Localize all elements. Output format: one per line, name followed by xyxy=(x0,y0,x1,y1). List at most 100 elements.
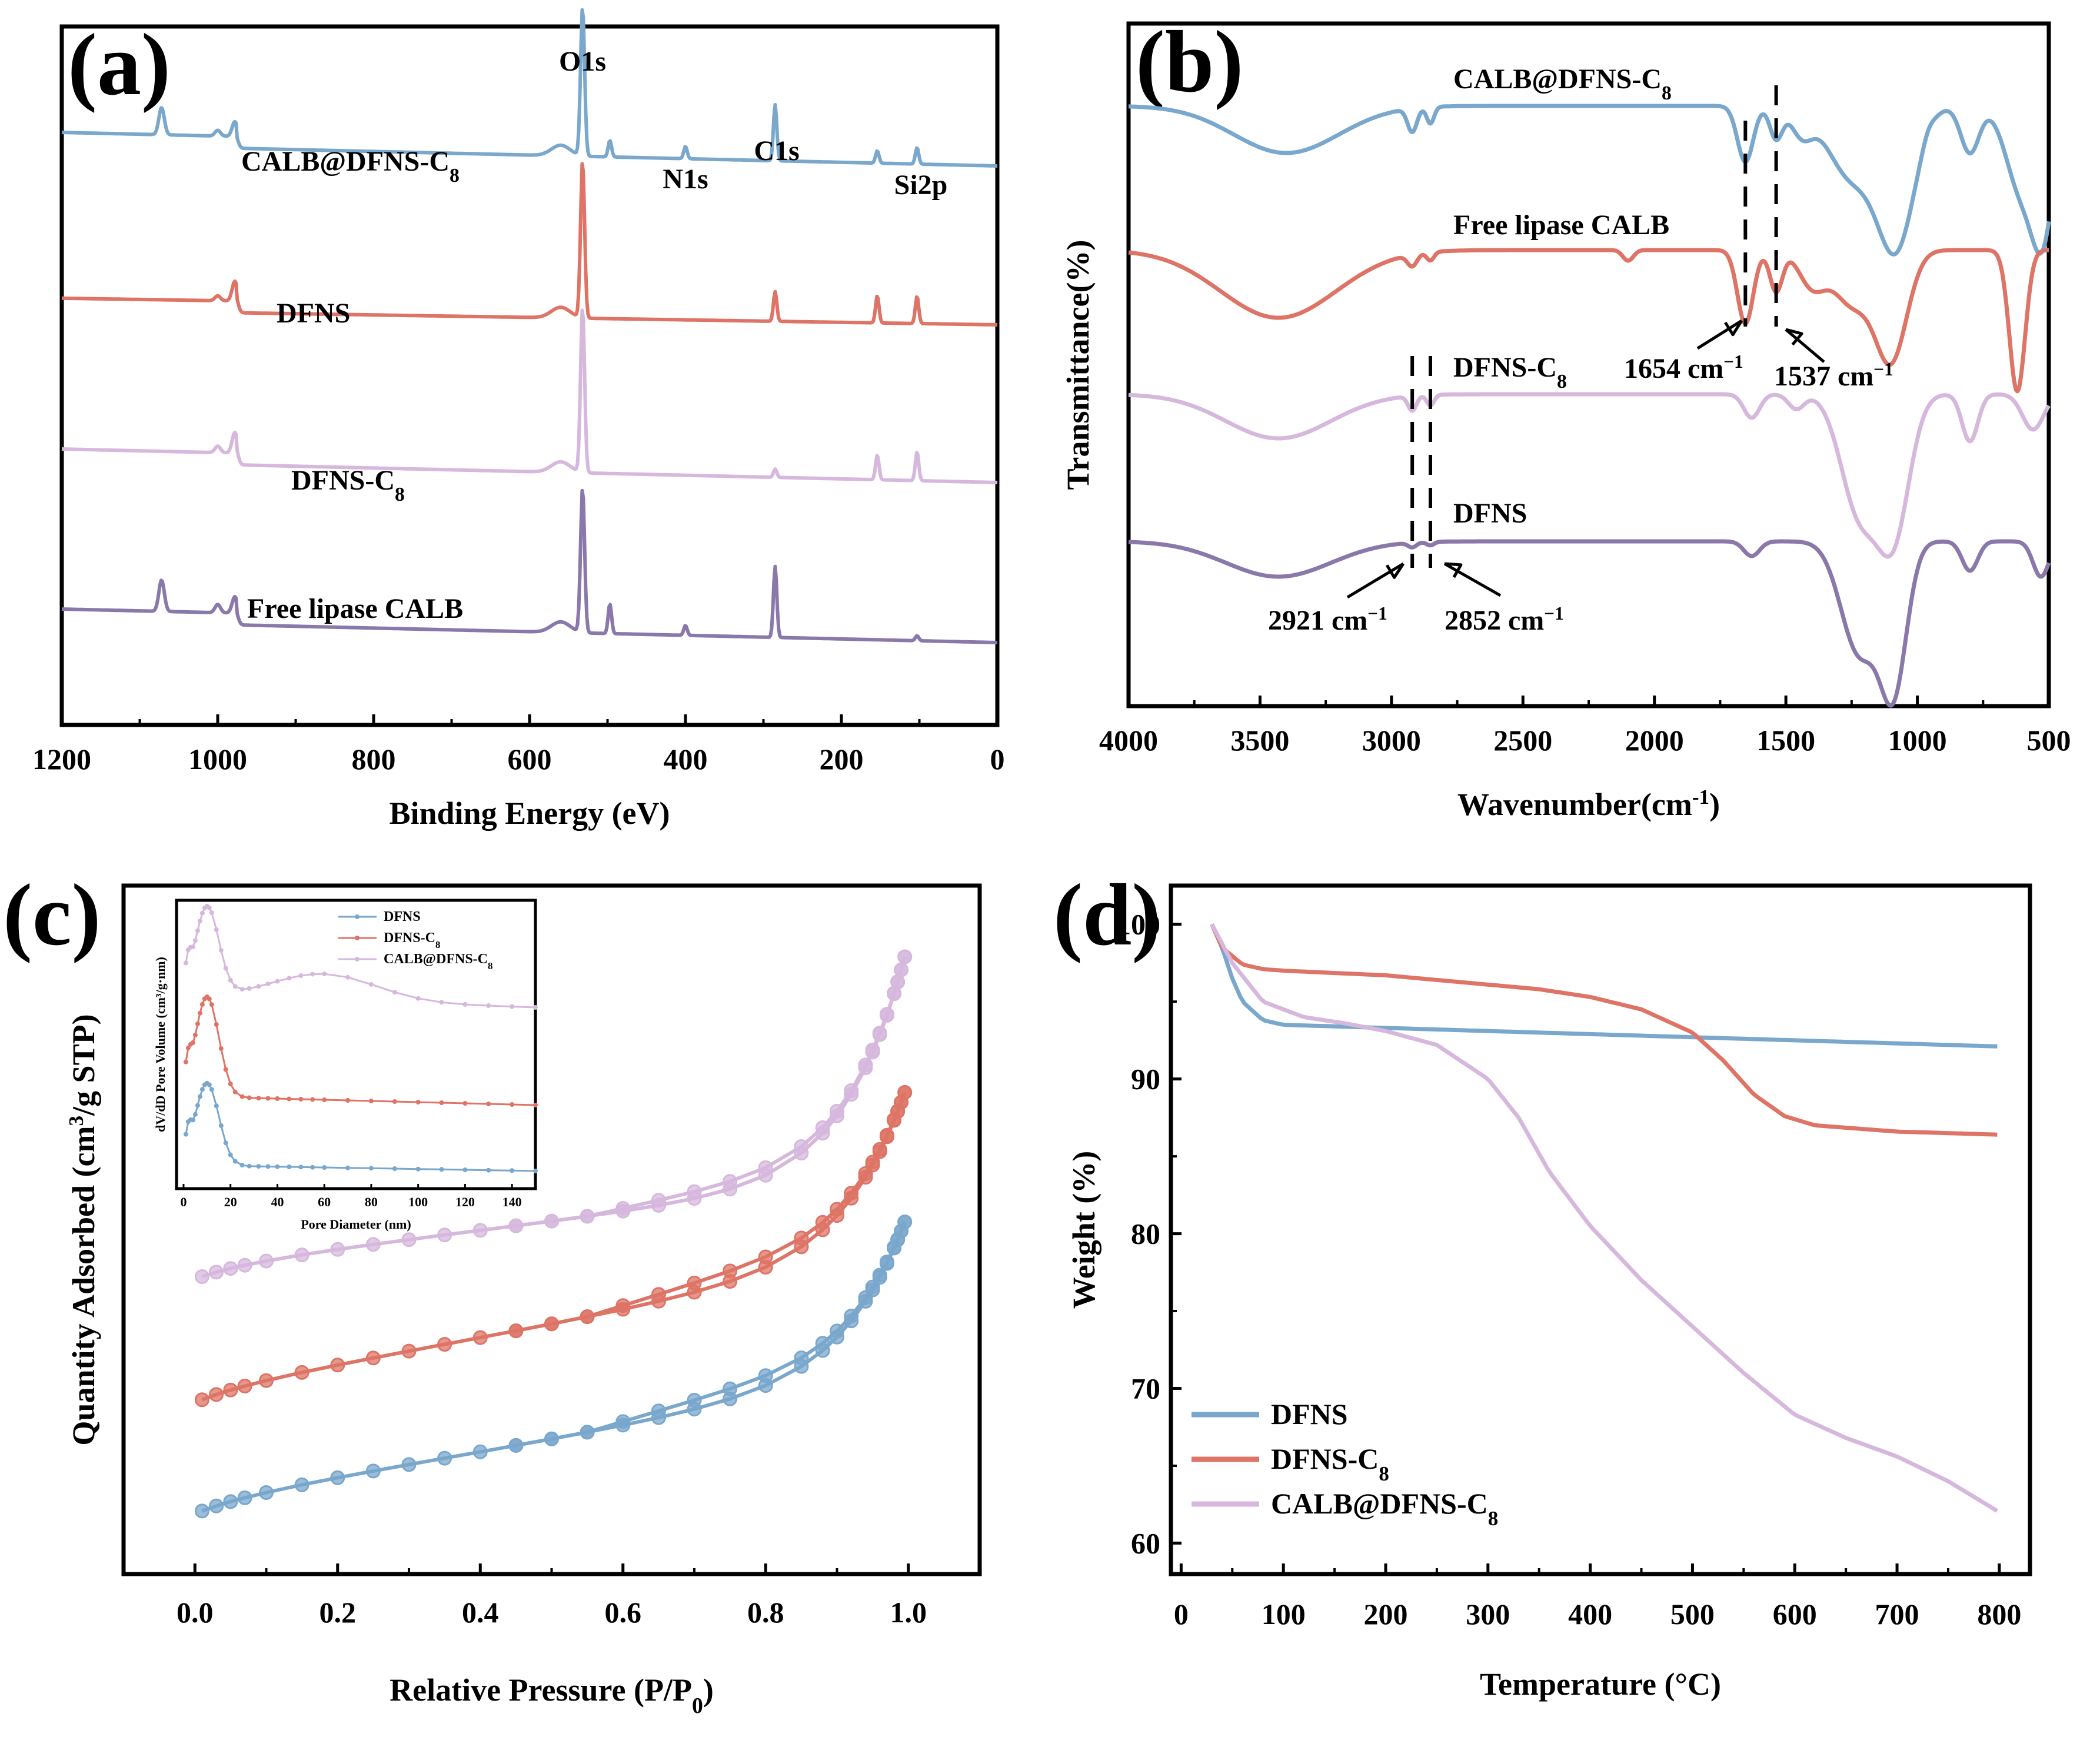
panel-c-inset-point xyxy=(197,919,202,924)
panel-c-inset-xtick-label-text: 20 xyxy=(224,1195,237,1209)
panel-d-xtick-label: 300 xyxy=(1466,1598,1510,1631)
panel-c-inset-point xyxy=(256,1096,261,1101)
panel-b-xtick-label: 3000 xyxy=(1362,724,1421,757)
panel-b-arrowhead xyxy=(1785,328,1803,346)
panel-c-xtick-label: 0.6 xyxy=(605,1596,642,1629)
panel-c-point xyxy=(844,1309,859,1323)
panel-b-series-label: Free lipase CALB xyxy=(1453,209,1669,241)
panel-c-point xyxy=(794,1139,809,1154)
panel-d-xtick-label-text: 500 xyxy=(1670,1598,1715,1631)
panel-c-inset-xtick-label: 120 xyxy=(455,1195,475,1209)
panel-b-series-label-text: CALB@DFNS-C xyxy=(1453,64,1662,95)
panel-c-point xyxy=(330,1358,345,1373)
panel-b-annotation: 1537 cm−1 xyxy=(1774,359,1893,392)
panel-c-point xyxy=(259,1253,274,1269)
panel-c-xtick-label-text: 0.8 xyxy=(747,1596,784,1629)
panel-d-ytick-label-text: 60 xyxy=(1131,1526,1160,1559)
panel-c-inset-point xyxy=(247,986,252,991)
panel-c-inset-point xyxy=(462,1002,468,1007)
panel-b-ylabel: Transmittance(%) xyxy=(1060,240,1096,490)
panel-a-xtick-label: 0 xyxy=(990,743,1005,776)
panel-c-inset-point xyxy=(439,1000,444,1005)
panel-c-inset-legend-label: CALB@DFNS-C8 xyxy=(384,951,492,972)
panel-c-inset-point xyxy=(368,1166,374,1171)
panel-a-series-label: Free lipase CALB xyxy=(247,593,463,624)
panel-c-inset-point xyxy=(439,1100,444,1105)
panel-c-inset-point xyxy=(197,1010,202,1016)
panel-c-isotherm: 0.0 0.2 0.4 0.6 0.8 1.0 Relative Pressure (P/P… xyxy=(3,866,982,1718)
panel-c-point xyxy=(237,1379,252,1393)
panel-c-point xyxy=(879,1255,894,1270)
panel-c-inset-point xyxy=(265,982,271,986)
panel-c-point xyxy=(879,1127,894,1143)
panel-c-inset-point xyxy=(195,928,200,933)
panel-c-point xyxy=(365,1237,381,1252)
panel-b-annotation: 2921 cm−1 xyxy=(1268,603,1387,637)
panel-c-inset-point xyxy=(192,1032,198,1037)
panel-c-inset-ylabel-text: dV/dD Pore Volume (cm³/g·nm) xyxy=(153,957,168,1132)
panel-c-inset-point xyxy=(310,1165,315,1170)
panel-c-inset-legend-label: DFNS-C8 xyxy=(384,930,440,950)
panel-b-xtick-label: 2000 xyxy=(1625,724,1684,757)
panel-b-series-label-sub: 8 xyxy=(1557,371,1567,392)
panel-d-ytick-label-text: 90 xyxy=(1131,1063,1160,1096)
panel-c-point xyxy=(259,1485,274,1500)
panel-d-ytick-label-text: 100 xyxy=(1116,908,1160,941)
panel-c-point xyxy=(872,1267,887,1283)
panel-a-label-text: (a) xyxy=(68,16,171,114)
panel-a-series-label: DFNS xyxy=(277,298,350,329)
panel-c-point xyxy=(615,1201,631,1216)
panel-c-point xyxy=(794,1350,809,1366)
panel-b-xtick-label-text: 2000 xyxy=(1625,724,1684,757)
panel-b-series-freelipasecalb xyxy=(1127,248,2050,394)
panel-c-inset-point xyxy=(510,1168,515,1173)
panel-c-point xyxy=(615,1414,631,1429)
panel-a-xtick-label-text: 800 xyxy=(352,743,396,776)
panel-d-xtick-label: 0 xyxy=(1174,1598,1189,1631)
panel-c-inset-point xyxy=(183,1059,188,1064)
panel-d-label: (d) xyxy=(1053,866,1161,964)
panel-a-xtick-label-text: 600 xyxy=(508,743,552,776)
panel-c-inset-xlabel-text: Pore Diameter (nm) xyxy=(301,1217,411,1232)
panel-c-ylabel: Quantity Adsorbed (cm3/g STP) xyxy=(65,1014,102,1445)
panel-c-inset-point xyxy=(310,1097,315,1102)
panel-c-point xyxy=(237,1257,252,1273)
panel-c-point xyxy=(544,1431,559,1446)
panel-d-series-calbdfnsc xyxy=(1210,923,1999,1513)
panel-c-inset-point xyxy=(197,1094,202,1099)
panel-a-xtick-label-text: 400 xyxy=(664,743,708,776)
panel-c-inset-legend-label-text: DFNS-C xyxy=(384,930,435,946)
panel-d-legend-label: DFNS-C8 xyxy=(1271,1442,1389,1485)
panel-d-legend-label-text: DFNS xyxy=(1271,1398,1348,1430)
panel-d-legend-label: CALB@DFNS-C8 xyxy=(1271,1487,1498,1530)
panel-c-inset-point xyxy=(185,1045,191,1050)
panel-c-point xyxy=(844,1083,859,1098)
panel-c-point xyxy=(687,1275,702,1290)
panel-d-series-dfns xyxy=(1210,923,1998,1049)
panel-c-inset-xtick-label: 0 xyxy=(180,1195,187,1209)
panel-c-point xyxy=(508,1438,524,1453)
panel-b-series-label-text: DFNS xyxy=(1453,498,1527,529)
panel-c-point xyxy=(223,1494,238,1509)
panel-b-arrowhead xyxy=(1385,563,1405,579)
panel-c-point xyxy=(815,1336,830,1351)
panel-b-series-label: CALB@DFNS-C8 xyxy=(1453,64,1672,104)
panel-b-label: (b) xyxy=(1136,13,1243,111)
panel-d-xtick-label-text: 400 xyxy=(1568,1598,1612,1631)
panel-a-series-freelipasecalb xyxy=(61,488,998,644)
panel-b-xlabel-sup: -1 xyxy=(1692,786,1709,809)
panel-d-xlabel: Temperature (°C) xyxy=(1480,1666,1721,1702)
panel-c-inset-point xyxy=(392,990,397,995)
panel-c-point xyxy=(651,1403,666,1419)
panel-c-point xyxy=(330,1242,345,1257)
panel-c-point xyxy=(194,1503,209,1519)
panel-b-xtick-label: 500 xyxy=(2027,724,2071,757)
panel-c-inset-point xyxy=(207,996,212,1002)
panel-b-annotation-arrow xyxy=(1785,328,1825,363)
panel-c-point xyxy=(580,1209,595,1224)
panel-c-inset-xtick-label-text: 40 xyxy=(271,1195,284,1209)
panel-a-series-dfnsc xyxy=(61,162,998,327)
panel-b-annotation-sup: −1 xyxy=(1544,603,1563,624)
panel-c-inset-point xyxy=(462,1101,468,1106)
panel-c-xtick-label: 0.2 xyxy=(320,1596,357,1629)
